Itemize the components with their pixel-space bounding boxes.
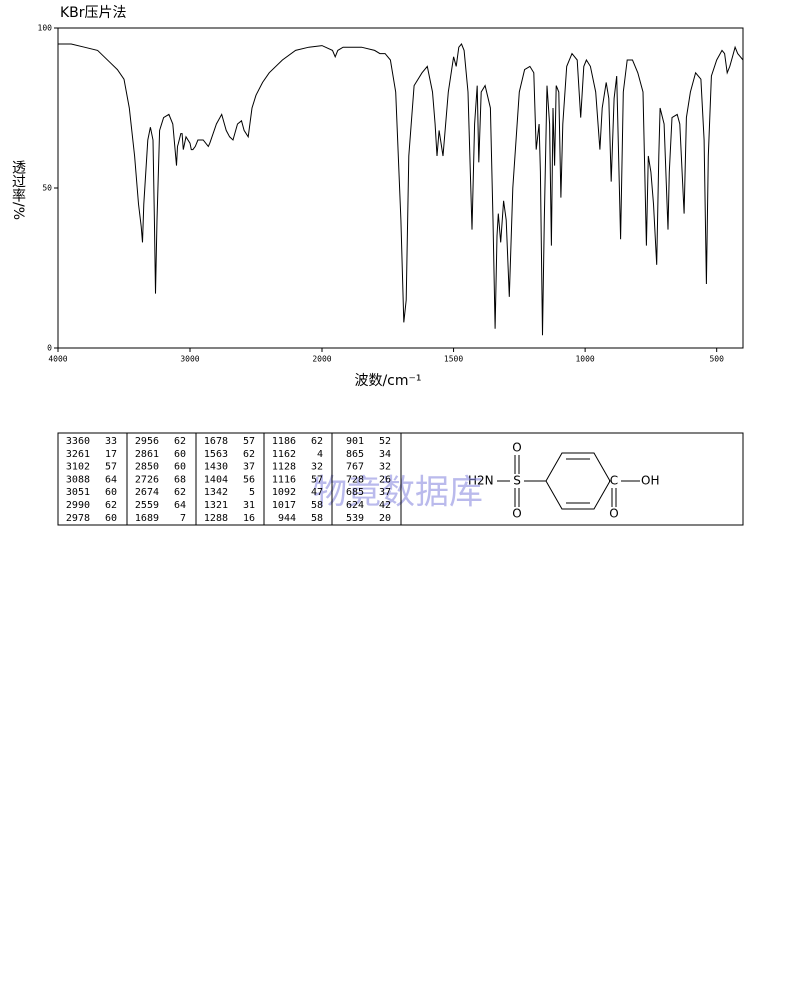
wavenumber-cell: 2861 [135,449,159,460]
wavenumber-cell: 2726 [135,474,159,485]
transmittance-cell: 62 [311,436,323,447]
atom-label: OH [641,474,659,488]
wavenumber-cell: 1162 [272,449,296,460]
wavenumber-cell: 2990 [66,500,90,511]
wavenumber-cell: 1321 [204,500,228,511]
transmittance-cell: 64 [174,500,186,511]
transmittance-cell: 60 [105,513,117,524]
transmittance-cell: 32 [311,462,323,473]
wavenumber-cell: 865 [346,449,364,460]
atom-label: C [610,474,618,488]
x-tick-label: 500 [709,355,724,364]
transmittance-cell: 56 [243,474,255,485]
wavenumber-cell: 685 [346,487,364,498]
spectrum-line [58,43,744,336]
transmittance-cell: 60 [174,449,186,460]
x-tick-label: 3000 [180,355,199,364]
transmittance-cell: 47 [311,487,323,498]
transmittance-cell: 5 [249,487,255,498]
wavenumber-cell: 1563 [204,449,228,460]
wavenumber-cell: 1017 [272,500,296,511]
wavenumber-cell: 901 [346,436,364,447]
transmittance-cell: 20 [379,513,391,524]
wavenumber-cell: 2674 [135,487,159,498]
wavenumber-cell: 2978 [66,513,90,524]
atom-label: O [512,441,521,455]
wavenumber-cell: 1342 [204,487,228,498]
transmittance-cell: 34 [379,449,391,460]
transmittance-cell: 58 [311,513,323,524]
transmittance-cell: 58 [311,500,323,511]
y-axis-label: 透过率/% [10,160,26,220]
wavenumber-cell: 3088 [66,474,90,485]
transmittance-cell: 57 [243,436,255,447]
wavenumber-cell: 1186 [272,436,296,447]
transmittance-cell: 16 [243,513,255,524]
wavenumber-cell: 1288 [204,513,228,524]
transmittance-cell: 17 [105,449,117,460]
transmittance-cell: 68 [174,474,186,485]
transmittance-cell: 57 [311,474,323,485]
wavenumber-cell: 767 [346,462,364,473]
wavenumber-cell: 1128 [272,462,296,473]
transmittance-cell: 62 [243,449,255,460]
wavenumber-cell: 3102 [66,462,90,473]
benzene-ring [545,452,611,510]
transmittance-cell: 52 [379,436,391,447]
transmittance-cell: 64 [105,474,117,485]
transmittance-cell: 62 [174,436,186,447]
transmittance-cell: 60 [105,487,117,498]
wavenumber-cell: 624 [346,500,364,511]
plot-frame [57,27,744,349]
wavenumber-cell: 539 [346,513,364,524]
wavenumber-cell: 3051 [66,487,90,498]
wavenumber-cell: 2850 [135,462,159,473]
y-tick-label: 100 [38,24,53,33]
transmittance-cell: 31 [243,500,255,511]
chart-title: KBr压片法 [60,5,127,21]
wavenumber-cell: 1092 [272,487,296,498]
wavenumber-cell: 944 [278,513,296,524]
transmittance-cell: 37 [379,487,391,498]
transmittance-cell: 33 [105,436,117,447]
watermark: 物竟数据库 [313,473,483,513]
transmittance-cell: 57 [105,462,117,473]
transmittance-cell: 62 [174,487,186,498]
structure: H2N S O O C O OH [468,441,659,521]
transmittance-cell: 42 [379,500,391,511]
wavenumber-cell: 1116 [272,474,296,485]
transmittance-cell: 26 [379,474,391,485]
transmittance-cell: 4 [317,449,323,460]
wavenumber-cell: 1404 [204,474,228,485]
wavenumber-cell: 1689 [135,513,159,524]
wavenumber-cell: 2559 [135,500,159,511]
wavenumber-cell: 3261 [66,449,90,460]
wavenumber-cell: 1678 [204,436,228,447]
atom-label: O [512,507,521,521]
atom-label: S [513,474,521,488]
wavenumber-cell: 728 [346,474,364,485]
transmittance-cell: 62 [105,500,117,511]
transmittance-cell: 32 [379,462,391,473]
transmittance-cell: 37 [243,462,255,473]
atom-label: O [609,507,618,521]
x-tick-label: 1500 [444,355,463,364]
wavenumber-cell: 3360 [66,436,90,447]
y-tick-label: 0 [47,344,52,353]
x-axis-label: 波数/cm⁻¹ [354,373,421,389]
atom-label: H2N [468,474,494,488]
wavenumber-cell: 1430 [204,462,228,473]
transmittance-cell: 7 [180,513,186,524]
x-tick-label: 4000 [48,355,67,364]
y-tick-label: 50 [42,184,52,193]
x-tick-label: 1000 [575,355,594,364]
transmittance-cell: 60 [174,462,186,473]
wavenumber-cell: 2956 [135,436,159,447]
x-tick-label: 2000 [312,355,331,364]
